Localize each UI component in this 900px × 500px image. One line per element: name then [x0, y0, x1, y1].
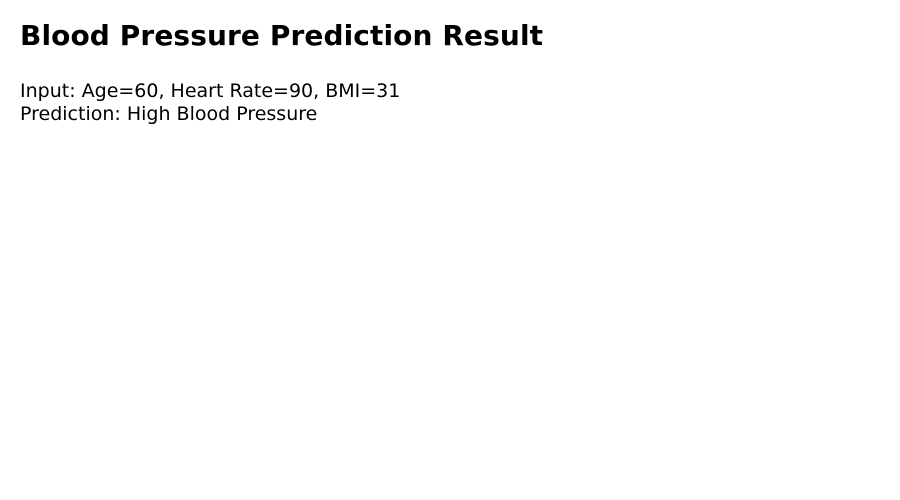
page-title: Blood Pressure Prediction Result	[20, 19, 544, 52]
prediction-text: Prediction: High Blood Pressure	[20, 103, 318, 125]
input-summary-text: Input: Age=60, Heart Rate=90, BMI=31	[20, 80, 401, 102]
result-summary: Input: Age=60, Heart Rate=90, BMI=31 Pre…	[20, 80, 880, 126]
